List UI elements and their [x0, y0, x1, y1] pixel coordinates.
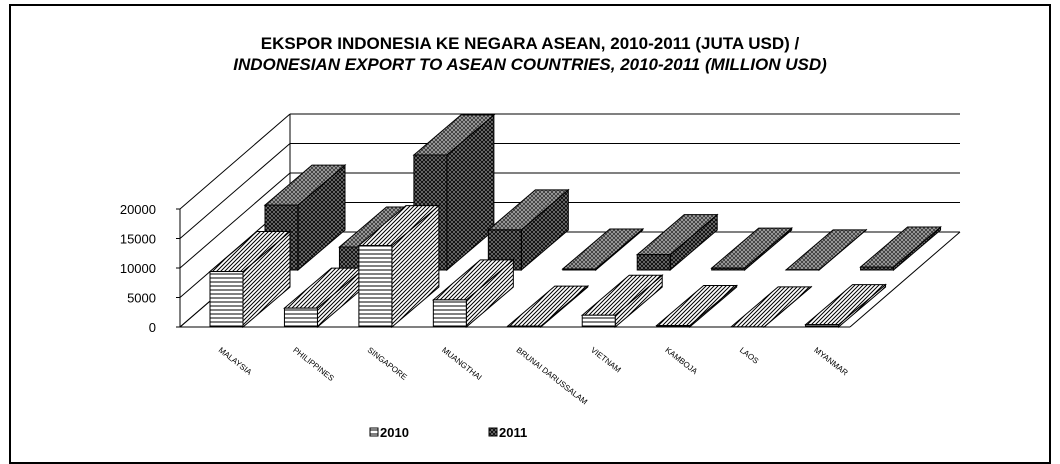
- bar-front: [806, 325, 839, 327]
- bar-2011: [861, 227, 941, 270]
- category-label: MALAYSIA: [217, 345, 254, 377]
- bar-top: [731, 287, 811, 327]
- side-gridline: [180, 114, 290, 209]
- bar-front: [563, 269, 596, 270]
- legend-label: 2010: [380, 425, 409, 440]
- bar-front: [508, 326, 541, 327]
- bar-top: [657, 286, 737, 326]
- bar-top: [786, 230, 866, 270]
- bar-front: [712, 268, 745, 270]
- bar-top: [563, 229, 643, 269]
- category-label: KAMBOJA: [663, 345, 699, 376]
- y-tick-label: 5000: [127, 291, 156, 306]
- bar-2010: [210, 232, 290, 327]
- category-label: MYANMAR: [812, 345, 849, 377]
- axis-layer: 0 5000 10000 15000 20000: [120, 202, 180, 335]
- legend-swatch: [489, 428, 497, 436]
- bar-2010: [657, 286, 737, 327]
- bar-top: [712, 228, 792, 268]
- bar-front: [582, 315, 615, 327]
- bars-layer: [210, 115, 941, 327]
- bar-front: [657, 326, 690, 327]
- bar-2010: [731, 287, 811, 327]
- bar-2011: [563, 229, 643, 270]
- y-tick-label: 20000: [120, 202, 156, 217]
- bar-front: [861, 267, 894, 270]
- bar-front: [210, 272, 243, 327]
- category-label: PHILIPPINES: [291, 345, 335, 382]
- y-tick-label: 15000: [120, 232, 156, 247]
- category-label: BRUNAI DARUSSALAM: [515, 345, 590, 406]
- bar-front: [284, 308, 317, 327]
- bar-top: [508, 286, 588, 326]
- bar-2011: [786, 230, 866, 270]
- category-label: LAOS: [738, 345, 760, 365]
- bar-2010: [806, 285, 886, 327]
- bar-front: [433, 300, 466, 327]
- bar-top: [806, 285, 886, 325]
- legend-label: 2011: [499, 425, 527, 440]
- label-layer: MALAYSIA PHILIPPINES SINGAPORE MUANGTHAI BRU…: [217, 345, 850, 406]
- y-tick-label: 0: [149, 320, 156, 335]
- legend-swatch: [370, 428, 378, 436]
- bar-2011: [488, 190, 568, 270]
- bar-2010: [508, 286, 588, 327]
- bar-2011: [637, 215, 717, 270]
- bar-2011: [712, 228, 792, 270]
- legend: 2010 2011: [370, 425, 527, 440]
- category-label: VIETNAM: [589, 345, 623, 374]
- bar-front: [359, 246, 392, 327]
- bar-2010: [582, 275, 662, 327]
- category-label: SINGAPORE: [366, 345, 409, 381]
- y-tick-label: 10000: [120, 261, 156, 276]
- category-label: MUANGTHAI: [440, 345, 483, 382]
- bar-2010: [284, 268, 364, 327]
- bar-front: [637, 255, 670, 270]
- bar-top: [861, 227, 941, 267]
